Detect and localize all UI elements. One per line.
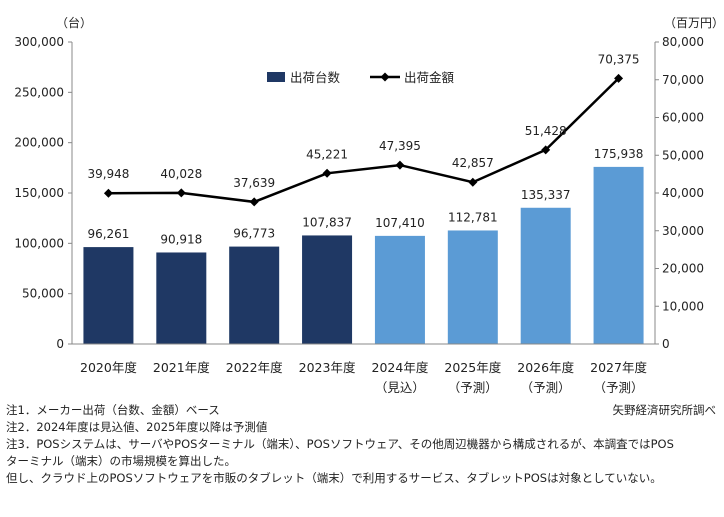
- line-point: [395, 160, 405, 170]
- category-sublabel: （予測）: [594, 380, 644, 395]
- bar: [229, 246, 280, 344]
- legend-bar-label: 出荷台数: [290, 70, 341, 85]
- note-line: 但し、クラウド上のPOSソフトウェアを市販のタブレット（端末）で利用するサービス…: [6, 471, 662, 485]
- line-point: [103, 188, 113, 198]
- right-tick-label: 20,000: [662, 262, 704, 276]
- line-value-label: 40,028: [160, 167, 202, 181]
- notes: 注1．メーカー出荷（台数、金額）ベース 注2．2024年度は見込値、2025年度…: [6, 402, 718, 487]
- category-label: 2025年度: [444, 360, 501, 375]
- line-value-label: 45,221: [306, 147, 348, 161]
- category-label: 2020年度: [80, 360, 137, 375]
- right-tick-label: 40,000: [662, 186, 704, 200]
- right-axis: 0 10,000 20,000 30,000 40,000 50,000 60,000 70,…: [654, 35, 704, 351]
- line-point: [614, 73, 624, 83]
- category-label: 2026年度: [517, 360, 574, 375]
- line-point: [249, 197, 259, 207]
- line-point: [322, 168, 332, 178]
- right-tick-label: 0: [662, 337, 670, 351]
- bar-value-label: 107,410: [375, 216, 425, 230]
- line-point: [176, 188, 186, 198]
- line-value-label: 70,375: [598, 52, 640, 66]
- left-tick-label: 0: [56, 337, 64, 351]
- line-point: [541, 145, 551, 155]
- left-tick-label: 200,000: [14, 136, 64, 150]
- line-path: [108, 77, 620, 204]
- bar-value-label: 107,837: [302, 215, 352, 229]
- line-point: [468, 177, 478, 187]
- left-tick-label: 100,000: [14, 236, 64, 250]
- right-tick-label: 60,000: [662, 111, 704, 125]
- left-axis-unit: （台）: [56, 15, 92, 30]
- category-label: 2022年度: [226, 360, 283, 375]
- category-label: 2027年度: [590, 360, 647, 375]
- legend-line-marker: [380, 72, 390, 82]
- bar: [374, 235, 425, 344]
- line-value-label: 51,428: [525, 124, 567, 138]
- bar: [520, 207, 571, 344]
- line-value-label: 42,857: [452, 156, 494, 170]
- line-series: 39,948 40,028 37,639 45,221 47,395 42,857 51,4…: [87, 52, 640, 207]
- bar: [447, 230, 498, 344]
- category-label: 2024年度: [372, 360, 429, 375]
- line-value-label: 37,639: [233, 176, 275, 190]
- bar: [156, 252, 207, 344]
- left-tick-label: 250,000: [14, 85, 64, 99]
- right-tick-label: 50,000: [662, 148, 704, 162]
- line-value-label: 39,948: [87, 167, 129, 181]
- left-axis: 0 50,000 100,000 150,000 200,000 250,000 300,0…: [14, 35, 73, 351]
- line-value-label: 47,395: [379, 139, 421, 153]
- bar-value-label: 112,781: [448, 210, 498, 224]
- note-line: 注2．2024年度は見込値、2025年度以降は予測値: [6, 420, 268, 434]
- bar-value-label: 175,938: [594, 147, 644, 161]
- bar-value-label: 96,773: [233, 227, 275, 241]
- right-tick-label: 30,000: [662, 224, 704, 238]
- category-label: 2021年度: [153, 360, 210, 375]
- left-tick-label: 150,000: [14, 186, 64, 200]
- bar-value-label: 96,261: [87, 227, 129, 241]
- bar-value-label: 135,337: [521, 188, 571, 202]
- category-sublabel: （予測）: [448, 380, 498, 395]
- left-tick-label: 300,000: [14, 35, 64, 49]
- bar: [302, 235, 353, 344]
- legend: 出荷台数 出荷金額: [267, 70, 455, 85]
- category-axis: 2020年度 2021年度 2022年度 2023年度 2024年度 （見込） 2025年度…: [72, 343, 655, 395]
- note-line: 注3．POSシステムは、サーバやPOSターミナル（端末）、POSソフトウェア、そ…: [6, 437, 674, 451]
- left-tick-label: 50,000: [22, 287, 64, 301]
- right-tick-label: 10,000: [662, 299, 704, 313]
- category-label: 2023年度: [299, 360, 356, 375]
- source-credit: 矢野経済研究所調べ: [612, 403, 717, 417]
- right-axis-unit: （百万円）: [664, 16, 724, 30]
- category-sublabel: （予測）: [521, 380, 571, 395]
- bar-series: 96,261 90,918 96,773 107,837 107,410 112,781 1…: [83, 147, 644, 344]
- note-line: ターミナル（端末）の市場規模を算出した。: [6, 454, 236, 468]
- note-line: 注1．メーカー出荷（台数、金額）ベース: [6, 403, 220, 417]
- legend-bar-swatch: [267, 72, 285, 82]
- bar: [593, 166, 644, 344]
- legend-line-label: 出荷金額: [404, 70, 455, 85]
- right-tick-label: 80,000: [662, 35, 704, 49]
- category-sublabel: （見込）: [375, 380, 425, 395]
- bar: [83, 247, 134, 344]
- right-tick-label: 70,000: [662, 73, 704, 87]
- bar-value-label: 90,918: [160, 232, 202, 246]
- chart: （台） （百万円） 0 50,000 100,000 150,000 200,000 25…: [14, 15, 724, 395]
